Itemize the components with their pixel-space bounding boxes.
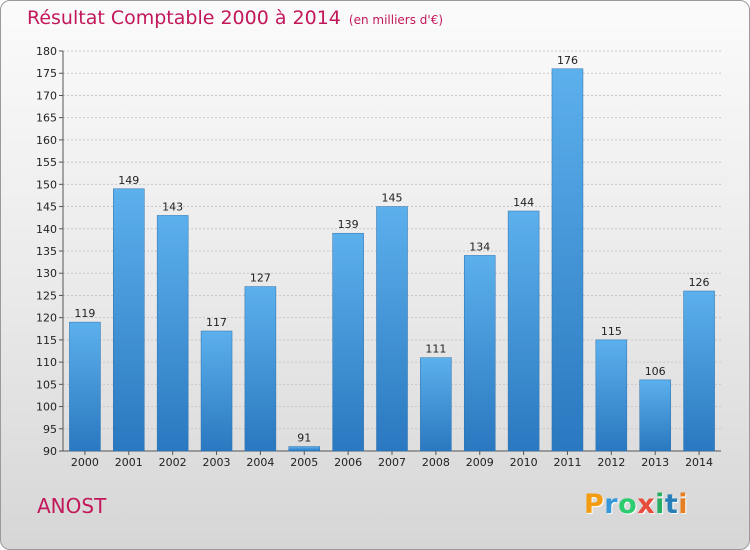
logo-letter: o xyxy=(618,489,638,520)
bar xyxy=(113,188,145,452)
x-tick-label: 2005 xyxy=(290,456,318,469)
proxiti-logo: Proxiti xyxy=(584,489,688,520)
data-label: 117 xyxy=(206,316,227,329)
chart-subtitle: (en milliers d'€) xyxy=(348,13,444,27)
data-label: 119 xyxy=(74,307,95,320)
y-tick-label: 110 xyxy=(36,356,57,369)
data-label: 126 xyxy=(689,276,710,289)
logo-letter: i xyxy=(678,489,689,520)
bar xyxy=(551,68,584,452)
bar xyxy=(639,379,671,452)
commune-name: ANOST xyxy=(37,494,107,518)
y-tick-label: 120 xyxy=(36,312,57,325)
y-tick-label: 175 xyxy=(36,67,57,80)
data-label: 176 xyxy=(557,54,578,67)
x-tick-label: 2010 xyxy=(510,456,538,469)
y-tick-label: 115 xyxy=(36,334,57,347)
y-tick-label: 145 xyxy=(36,201,57,214)
logo-letter: x xyxy=(637,489,656,520)
bar xyxy=(463,255,496,452)
labels: 119 2000 149 2001 143 2002 117 2003 127 2004 91 200… xyxy=(71,54,713,469)
x-tick-label: 2014 xyxy=(685,456,713,469)
bar xyxy=(376,206,408,452)
bar xyxy=(595,339,628,452)
y-tick-label: 170 xyxy=(36,89,57,102)
y-tick-label: 125 xyxy=(36,289,57,302)
x-tick-label: 2000 xyxy=(71,456,99,469)
bar xyxy=(507,210,540,452)
data-label: 111 xyxy=(425,343,446,356)
x-tick-label: 2008 xyxy=(422,456,450,469)
y-tick-label: 165 xyxy=(36,112,57,125)
data-label: 91 xyxy=(297,432,311,445)
logo-letter: t xyxy=(664,489,679,520)
data-label: 149 xyxy=(118,174,139,187)
x-tick-label: 2006 xyxy=(334,456,362,469)
y-tick-label: 90 xyxy=(43,445,57,458)
data-label: 134 xyxy=(469,240,490,253)
x-tick-label: 2009 xyxy=(466,456,494,469)
logo-letter: r xyxy=(604,489,619,520)
y-tick-label: 135 xyxy=(36,245,57,258)
logo-letter: i xyxy=(655,489,665,520)
x-tick-label: 2013 xyxy=(641,456,669,469)
y-tick-label: 105 xyxy=(36,378,57,391)
x-tick-label: 2001 xyxy=(115,456,143,469)
x-tick-label: 2002 xyxy=(159,456,187,469)
y-tick-label: 100 xyxy=(36,401,57,414)
data-label: 143 xyxy=(162,200,183,213)
data-label: 127 xyxy=(250,272,271,285)
y-tick-label: 130 xyxy=(36,267,57,280)
x-tick-label: 2004 xyxy=(246,456,274,469)
x-tick-label: 2007 xyxy=(378,456,406,469)
bar xyxy=(332,232,364,452)
bars xyxy=(69,68,715,452)
data-label: 115 xyxy=(601,325,622,338)
y-tick-label: 160 xyxy=(36,134,57,147)
bar xyxy=(156,215,189,452)
bar xyxy=(244,286,277,452)
logo-letter: P xyxy=(584,489,605,520)
data-label: 144 xyxy=(513,196,534,209)
bar xyxy=(69,321,101,452)
y-tick-label: 150 xyxy=(36,178,57,191)
bar xyxy=(200,330,233,452)
bar xyxy=(683,290,715,452)
chart-title: Résultat Comptable 2000 à 2014 xyxy=(27,7,341,29)
data-label: 106 xyxy=(645,365,666,378)
y-tick-label: 140 xyxy=(36,223,57,236)
x-tick-label: 2011 xyxy=(553,456,581,469)
y-tick-label: 180 xyxy=(36,45,57,58)
bar xyxy=(420,357,452,452)
y-tick-label: 95 xyxy=(43,423,57,436)
data-label: 145 xyxy=(382,192,403,205)
data-label: 139 xyxy=(338,218,359,231)
x-tick-label: 2003 xyxy=(203,456,231,469)
y-tick-label: 155 xyxy=(36,156,57,169)
x-tick-label: 2012 xyxy=(597,456,625,469)
bar xyxy=(288,446,321,452)
chart-title-block: Résultat Comptable 2000 à 2014 (en millie… xyxy=(27,7,443,29)
